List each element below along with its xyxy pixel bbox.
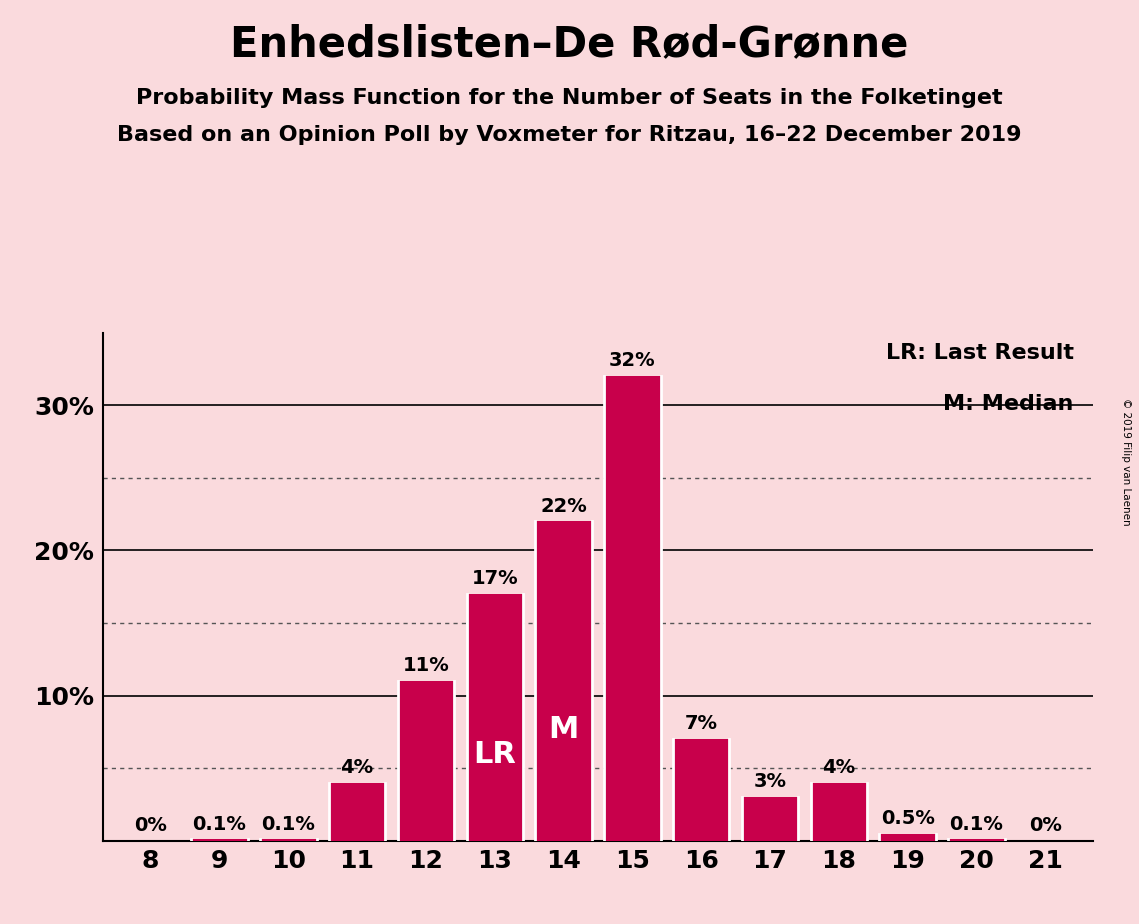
Bar — [879, 833, 936, 841]
Bar — [535, 521, 592, 841]
Text: Probability Mass Function for the Number of Seats in the Folketinget: Probability Mass Function for the Number… — [137, 88, 1002, 108]
Text: 0.1%: 0.1% — [261, 815, 316, 833]
Text: 4%: 4% — [822, 758, 855, 777]
Text: 0.1%: 0.1% — [192, 815, 246, 833]
Bar — [260, 839, 317, 841]
Text: 0%: 0% — [134, 816, 167, 835]
Text: M: Median: M: Median — [943, 394, 1074, 414]
Bar — [398, 681, 454, 841]
Bar — [673, 739, 729, 841]
Bar — [329, 783, 385, 841]
Text: 7%: 7% — [685, 714, 718, 734]
Bar — [741, 797, 798, 841]
Bar — [949, 839, 1005, 841]
Text: 22%: 22% — [540, 496, 587, 516]
Text: 0.5%: 0.5% — [880, 808, 935, 828]
Text: 3%: 3% — [754, 772, 787, 792]
Text: LR: Last Result: LR: Last Result — [886, 343, 1074, 363]
Text: LR: LR — [474, 740, 516, 769]
Bar — [467, 594, 523, 841]
Text: Enhedslisten–De Rød-Grønne: Enhedslisten–De Rød-Grønne — [230, 23, 909, 65]
Text: 0%: 0% — [1029, 816, 1062, 835]
Text: 11%: 11% — [402, 656, 449, 675]
Text: © 2019 Filip van Laenen: © 2019 Filip van Laenen — [1121, 398, 1131, 526]
Bar — [604, 376, 661, 841]
Text: M: M — [548, 714, 579, 744]
Text: 4%: 4% — [341, 758, 374, 777]
Text: 32%: 32% — [609, 351, 656, 371]
Text: Based on an Opinion Poll by Voxmeter for Ritzau, 16–22 December 2019: Based on an Opinion Poll by Voxmeter for… — [117, 125, 1022, 145]
Text: 0.1%: 0.1% — [950, 815, 1003, 833]
Bar — [811, 783, 867, 841]
Text: 17%: 17% — [472, 569, 518, 589]
Bar — [191, 839, 247, 841]
